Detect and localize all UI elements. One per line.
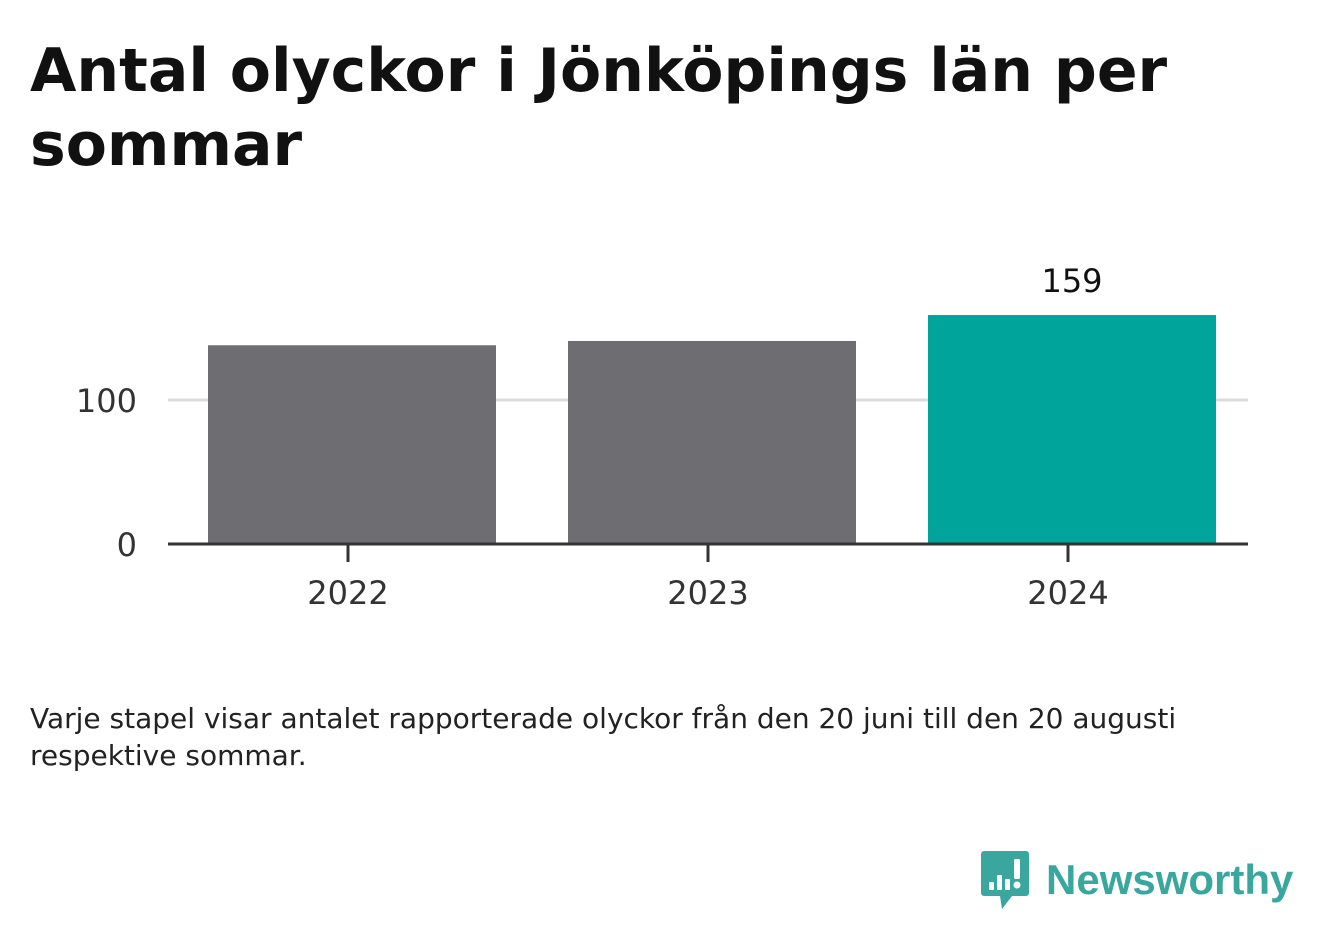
y-tick-label: 100	[76, 382, 137, 420]
x-tick-label: 2023	[667, 574, 748, 612]
axes	[168, 542, 1248, 562]
bar-2022	[208, 345, 496, 544]
labels: 0 100 2022 2023 2024 159	[76, 262, 1109, 612]
data-label: 159	[1041, 262, 1102, 300]
chart-title: Antal olyckor i Jönköpings län per somma…	[30, 36, 1168, 180]
bar-2024	[928, 315, 1216, 544]
newsworthy-logo: Newsworthy	[980, 848, 1293, 912]
chart-caption: Varje stapel visar antalet rapporterade …	[30, 702, 1177, 772]
y-tick-label: 0	[117, 526, 137, 564]
brand-name: Newsworthy	[1046, 856, 1294, 903]
bar-chart-speech-bubble-icon	[981, 851, 1029, 909]
bar-2023	[568, 340, 856, 544]
bars	[208, 315, 1216, 544]
x-tick-label: 2024	[1027, 574, 1108, 612]
x-tick-label: 2022	[307, 574, 388, 612]
